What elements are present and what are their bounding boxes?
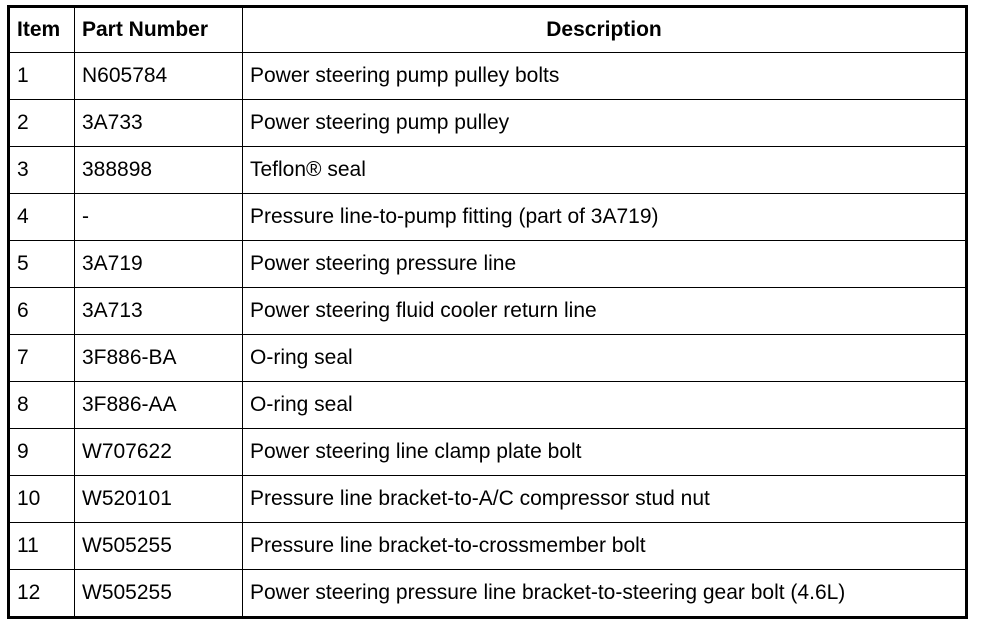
description-cell: Power steering fluid cooler return line (242, 287, 967, 335)
description-cell: Pressure line-to-pump fitting (part of 3… (242, 193, 967, 241)
part-number-cell: 388898 (74, 146, 243, 194)
table-row: 1 N605784 Power steering pump pulley bolts (8, 52, 967, 100)
description-cell: Power steering line clamp plate bolt (242, 428, 967, 476)
item-cell: 12 (8, 569, 75, 618)
item-cell: 7 (8, 334, 75, 382)
part-number-cell: 3A719 (74, 240, 243, 288)
header-item: Item (8, 6, 75, 53)
part-number-cell: - (74, 193, 243, 241)
item-cell: 4 (8, 193, 75, 241)
item-cell: 9 (8, 428, 75, 476)
part-number-cell: N605784 (74, 52, 243, 100)
description-cell: Pressure line bracket-to-crossmember bol… (242, 522, 967, 570)
item-cell: 8 (8, 381, 75, 429)
part-number-cell: W707622 (74, 428, 243, 476)
item-cell: 5 (8, 240, 75, 288)
description-cell: Teflon® seal (242, 146, 967, 194)
table-row: 11 W505255 Pressure line bracket-to-crossm… (8, 522, 967, 570)
part-number-cell: 3A733 (74, 99, 243, 147)
parts-table: Item Part Number Description 1 N605784 Pow… (7, 5, 968, 619)
description-cell: Power steering pump pulley (242, 99, 967, 147)
description-cell: Power steering pump pulley bolts (242, 52, 967, 100)
table-row: 7 3F886-BA O-ring seal (8, 334, 967, 382)
table-row: 3 388898 Teflon® seal (8, 146, 967, 194)
part-number-cell: W505255 (74, 569, 243, 618)
item-cell: 2 (8, 99, 75, 147)
description-cell: Pressure line bracket-to-A/C compressor … (242, 475, 967, 523)
header-row: Item Part Number Description (8, 6, 967, 53)
table-row: 12 W505255 Power steering pressure line br… (8, 569, 967, 618)
item-cell: 3 (8, 146, 75, 194)
header-description: Description (242, 6, 967, 53)
table-row: 5 3A719 Power steering pressure line (8, 240, 967, 288)
description-cell: Power steering pressure line bracket-to-… (242, 569, 967, 618)
description-cell: O-ring seal (242, 381, 967, 429)
part-number-cell: 3F886-AA (74, 381, 243, 429)
table-row: 9 W707622 Power steering line clamp plate … (8, 428, 967, 476)
part-number-cell: W505255 (74, 522, 243, 570)
part-number-cell: 3A713 (74, 287, 243, 335)
table-row: 10 W520101 Pressure line bracket-to-A/C co… (8, 475, 967, 523)
part-number-cell: W520101 (74, 475, 243, 523)
item-cell: 6 (8, 287, 75, 335)
item-cell: 10 (8, 475, 75, 523)
table-row: 4- Pressure line-to-pump fitting (part of… (8, 193, 967, 241)
description-cell: Power steering pressure line (242, 240, 967, 288)
table-row: 8 3F886-AA O-ring seal (8, 381, 967, 429)
table-row: 6 3A713 Power steering fluid cooler return… (8, 287, 967, 335)
part-number-cell: 3F886-BA (74, 334, 243, 382)
description-cell: O-ring seal (242, 334, 967, 382)
item-cell: 1 (8, 52, 75, 100)
item-cell: 11 (8, 522, 75, 570)
table-row: 2 3A733 Power steering pump pulley (8, 99, 967, 147)
header-part-number: Part Number (74, 6, 243, 53)
